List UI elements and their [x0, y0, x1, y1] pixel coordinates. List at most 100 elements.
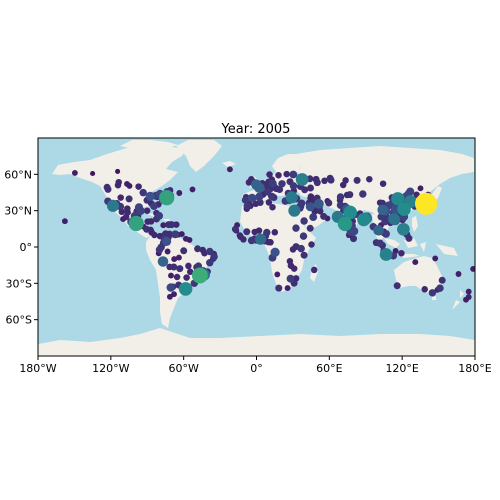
- data-point: [268, 179, 277, 188]
- data-point: [377, 204, 388, 216]
- data-point: [428, 289, 437, 297]
- data-point: [297, 244, 305, 253]
- data-point: [265, 199, 273, 206]
- data-point: [103, 183, 111, 191]
- data-point: [155, 211, 164, 220]
- data-point: [117, 194, 124, 201]
- y-axis-ticks: 60°N 30°N 0° 30°S 60°S: [4, 168, 38, 327]
- data-point: [376, 239, 384, 247]
- data-point: [206, 258, 214, 267]
- data-point: [285, 191, 298, 204]
- data-point: [306, 224, 314, 232]
- x-tick-label: 120°E: [385, 362, 418, 375]
- data-point: [166, 293, 173, 300]
- map-title: Year: 2005: [221, 122, 291, 137]
- x-axis-ticks: 180°W 120°W 60°W 0° 60°E 120°E 180°E: [19, 356, 492, 375]
- data-point: [90, 170, 96, 177]
- data-point: [274, 271, 281, 278]
- data-point: [300, 251, 308, 259]
- caribbean: [148, 213, 170, 222]
- data-point: [180, 247, 188, 255]
- data-point: [393, 282, 401, 290]
- data-point: [171, 230, 180, 239]
- data-point: [359, 190, 367, 198]
- data-point: [438, 276, 446, 284]
- data-point: [251, 179, 262, 190]
- data-point: [150, 202, 158, 211]
- data-point: [397, 202, 411, 216]
- data-point: [171, 256, 178, 263]
- data-point: [160, 222, 167, 229]
- data-point: [432, 255, 439, 262]
- data-point: [151, 231, 158, 239]
- data-point: [176, 265, 184, 273]
- data-point: [297, 199, 306, 207]
- data-point: [147, 218, 155, 225]
- x-tick-label: 120°W: [92, 362, 129, 375]
- data-point: [106, 199, 120, 212]
- data-point: [379, 180, 387, 187]
- arctic-islands: [120, 140, 178, 149]
- data-point: [292, 224, 300, 232]
- data-point: [182, 235, 189, 242]
- data-point: [128, 215, 144, 232]
- data-point: [61, 218, 68, 225]
- data-point: [339, 181, 347, 189]
- data-point: [115, 178, 122, 186]
- data-point: [115, 168, 121, 174]
- data-point: [255, 227, 263, 234]
- data-point: [337, 216, 353, 232]
- data-point: [176, 190, 183, 196]
- data-point: [270, 247, 280, 257]
- data-point: [289, 170, 298, 179]
- data-point: [186, 268, 194, 276]
- data-point: [162, 230, 170, 238]
- data-point: [226, 166, 233, 173]
- data-point: [134, 203, 144, 212]
- data-point: [463, 296, 469, 303]
- data-point: [398, 249, 405, 257]
- data-point: [165, 221, 173, 229]
- data-point: [307, 184, 314, 192]
- data-point: [284, 285, 291, 292]
- australia: [394, 256, 444, 294]
- antarctica: [38, 328, 475, 356]
- data-point: [247, 236, 256, 245]
- data-point: [379, 248, 393, 261]
- y-tick-label: 30°N: [4, 205, 32, 218]
- iceland: [222, 161, 236, 167]
- data-point: [314, 198, 324, 209]
- data-point: [397, 222, 410, 236]
- data-point: [145, 191, 155, 201]
- data-point: [276, 186, 284, 193]
- x-tick-label: 60°W: [168, 362, 198, 375]
- data-point: [373, 225, 384, 236]
- data-point: [346, 191, 354, 199]
- data-point: [267, 239, 274, 246]
- data-point: [178, 282, 193, 296]
- data-point: [164, 248, 171, 255]
- indonesia: [384, 238, 458, 258]
- data-point: [189, 186, 196, 193]
- data-point: [170, 263, 178, 271]
- data-point: [139, 188, 147, 197]
- y-tick-label: 30°S: [6, 277, 32, 290]
- data-point: [388, 213, 400, 225]
- data-point: [357, 212, 371, 227]
- data-point: [310, 266, 318, 274]
- data-point: [465, 288, 472, 295]
- data-point: [143, 225, 151, 233]
- x-tick-label: 180°W: [19, 362, 56, 375]
- data-point: [350, 235, 357, 243]
- y-tick-label: 0°: [20, 241, 33, 254]
- data-point: [336, 193, 345, 201]
- data-point: [320, 212, 328, 220]
- data-point: [185, 262, 192, 270]
- data-point: [275, 284, 283, 292]
- data-point: [308, 241, 315, 248]
- data-point: [382, 229, 390, 238]
- data-point: [305, 202, 315, 212]
- data-point: [194, 245, 202, 253]
- data-point: [243, 228, 251, 236]
